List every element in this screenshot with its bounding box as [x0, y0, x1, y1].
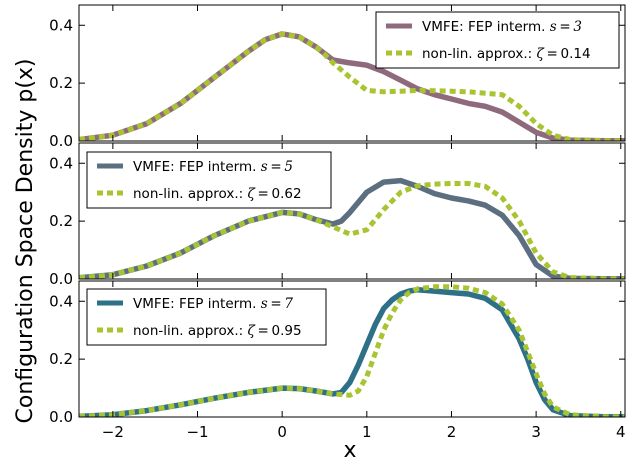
legend-label-main: VMFE: FEP interm. [133, 296, 261, 312]
y-tick-label: 0.4 [49, 16, 73, 34]
legend-label: non-lin. approx.: ζ = 0.95 [133, 323, 302, 339]
y-tick-label: 0.2 [49, 74, 73, 92]
legend-label-math: s = 7 [261, 296, 294, 312]
y-axis-label: Configuration Space Density p(x) [13, 58, 38, 423]
legend-label-main: VMFE: FEP interm. [422, 19, 550, 35]
series-line-1-1 [79, 31, 625, 141]
x-tick-label: −2 [102, 423, 124, 441]
x-tick-label: 1 [362, 423, 372, 441]
series-line-3-2 [79, 284, 625, 417]
panel-3: 0.0 0.2 0.4 −2 −1 0 1 2 3 4 VMFE: FEP interm. s = … [49, 280, 626, 441]
legend-frame [86, 151, 332, 209]
panel-frame [78, 4, 626, 142]
legend: VMFE: FEP interm. s = 5 non-lin. approx.:… [86, 151, 332, 209]
panel-2: 0.0 0.2 0.4 VMFE: FEP interm. s = 5 non-lin.… [49, 142, 626, 288]
y-tick-label: 0.2 [49, 212, 73, 230]
legend-label-main: non-lin. approx.: [422, 46, 537, 62]
y-tick-label: 0.0 [49, 270, 73, 288]
x-tick-label: 4 [616, 423, 626, 441]
legend-label-main: VMFE: FEP interm. [133, 159, 261, 175]
y-tick-label: 0.4 [49, 154, 73, 172]
legend: VMFE: FEP interm. s = 3 non-lin. approx.:… [375, 11, 620, 69]
y-tick-label: 0.2 [49, 350, 73, 368]
legend-label-math: s = 5 [261, 159, 293, 175]
legend-label-math: s = 3 [550, 19, 582, 35]
x-axis-label: x [343, 438, 356, 463]
legend-label-value: 0.14 [561, 46, 591, 62]
legend-label-math: ζ = [248, 323, 272, 339]
legend-label: VMFE: FEP interm. s = 5 [133, 159, 293, 175]
panel-1: 0.0 0.2 0.4 VMFE: FEP interm. s = 3 non-lin.… [49, 4, 626, 150]
legend: VMFE: FEP interm. s = 7 non-lin. approx.:… [86, 288, 327, 346]
legend-label-main: non-lin. approx.: [133, 323, 248, 339]
y-tick-label: 0.4 [49, 292, 73, 310]
legend-label: non-lin. approx.: ζ = 0.62 [133, 186, 302, 202]
legend-label-value: 0.62 [272, 186, 302, 202]
panel-frame [78, 142, 626, 280]
chart-panels: 0.0 0.2 0.4 VMFE: FEP interm. s = 3 non-lin.… [49, 4, 626, 441]
y-tick-label: 0.0 [49, 408, 73, 426]
panel-frame [78, 280, 626, 418]
x-tick-label: 3 [531, 423, 541, 441]
legend-label: VMFE: FEP interm. s = 7 [133, 296, 293, 312]
x-tick-label: 0 [277, 423, 287, 441]
legend-frame [375, 11, 620, 69]
legend-frame [86, 288, 327, 346]
series-line-2-2 [79, 181, 625, 279]
x-tick-label: −1 [186, 423, 208, 441]
legend-label-main: non-lin. approx.: [133, 186, 248, 202]
legend-label: VMFE: FEP interm. s = 3 [422, 19, 582, 35]
legend-label-math: ζ = [537, 46, 561, 62]
legend-label: non-lin. approx.: ζ = 0.14 [422, 46, 591, 62]
legend-label-value: 0.95 [272, 323, 302, 339]
y-tick-label: 0.0 [49, 132, 73, 150]
series-line-1-2 [79, 31, 625, 141]
legend-label-math: ζ = [248, 186, 272, 202]
x-tick-label: 2 [447, 423, 457, 441]
